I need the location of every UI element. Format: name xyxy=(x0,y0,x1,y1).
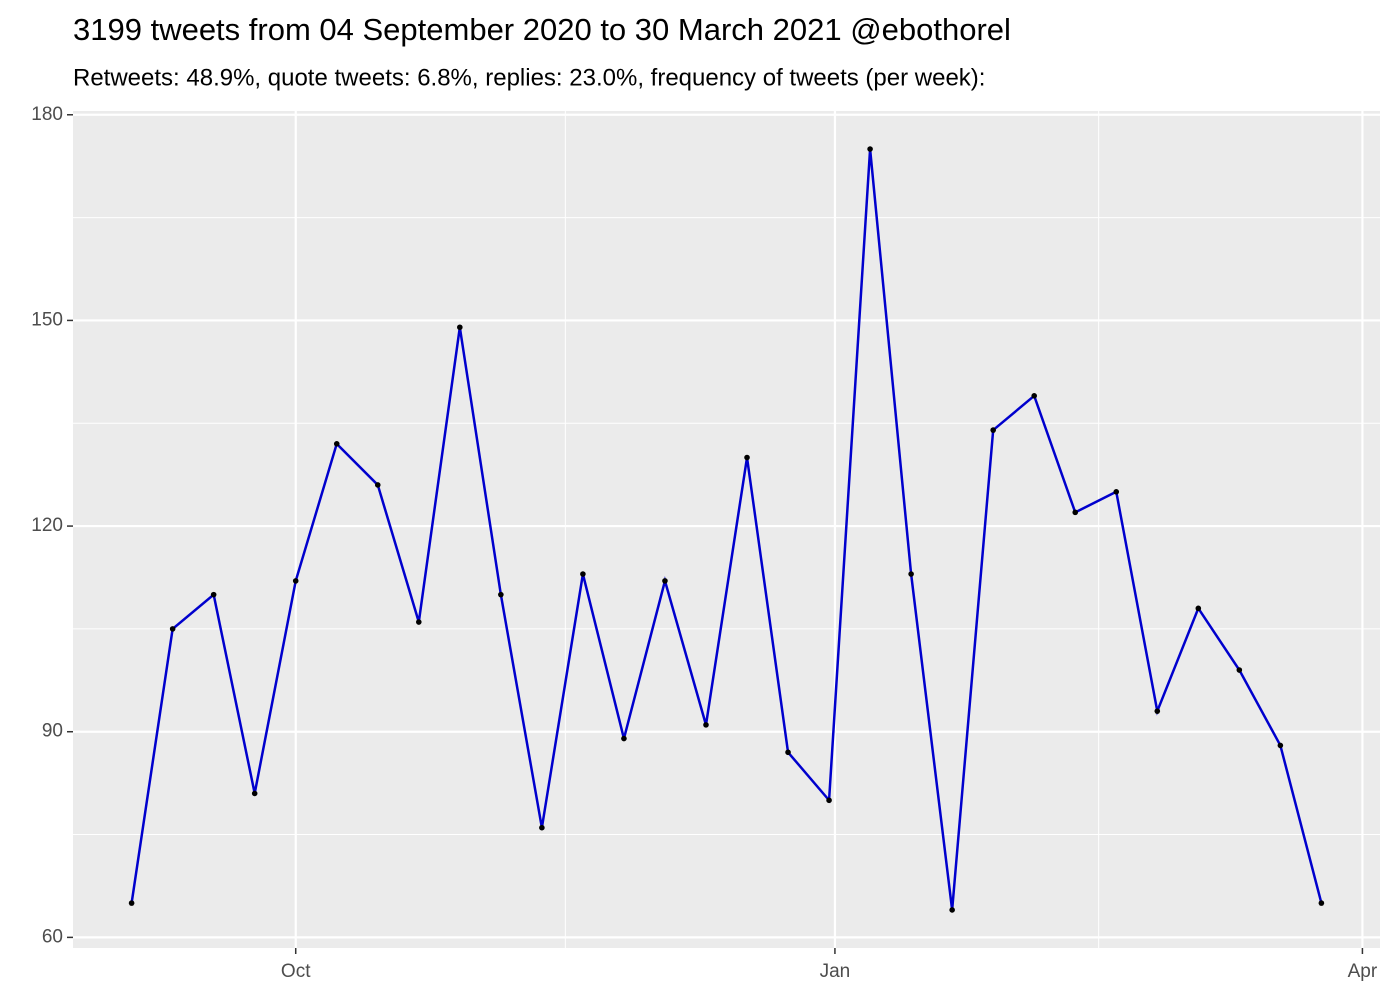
point xyxy=(1113,488,1120,495)
y-tick-label: 60 xyxy=(42,926,63,947)
point xyxy=(621,735,627,742)
x-tick-label: Apr xyxy=(1348,961,1378,982)
point xyxy=(662,578,668,584)
point xyxy=(128,900,135,906)
point xyxy=(990,427,996,433)
point xyxy=(1318,900,1325,906)
point xyxy=(292,578,299,584)
point xyxy=(908,571,914,577)
point xyxy=(1031,393,1038,399)
point xyxy=(1072,509,1079,516)
y-tick-label: 150 xyxy=(31,309,63,330)
point xyxy=(415,619,422,625)
point xyxy=(785,749,791,756)
point xyxy=(867,146,873,152)
point xyxy=(457,324,463,331)
point xyxy=(1195,605,1202,612)
line xyxy=(130,148,1323,911)
y-tick-label: 120 xyxy=(31,515,63,536)
point xyxy=(744,454,750,461)
point xyxy=(251,790,258,797)
point xyxy=(580,571,586,577)
point xyxy=(374,482,381,488)
point xyxy=(703,722,709,728)
plot-panel xyxy=(73,111,1380,948)
x-tick-label: Oct xyxy=(281,961,311,982)
x-tick-label: Jan xyxy=(820,961,851,982)
point xyxy=(949,907,955,913)
chart-subtitle: Retweets: 48.9%, quote tweets: 6.8%, rep… xyxy=(73,64,985,91)
point xyxy=(333,441,340,447)
point xyxy=(210,591,217,598)
point xyxy=(826,797,832,804)
point xyxy=(498,591,504,598)
point xyxy=(539,824,545,831)
point xyxy=(1236,667,1243,673)
y-tick-label: 180 xyxy=(31,104,63,125)
point xyxy=(169,626,176,632)
point xyxy=(1154,708,1161,714)
chart-title: 3199 tweets from 04 September 2020 to 30… xyxy=(73,12,1011,47)
point xyxy=(1277,742,1284,749)
y-tick-label: 90 xyxy=(42,721,63,742)
